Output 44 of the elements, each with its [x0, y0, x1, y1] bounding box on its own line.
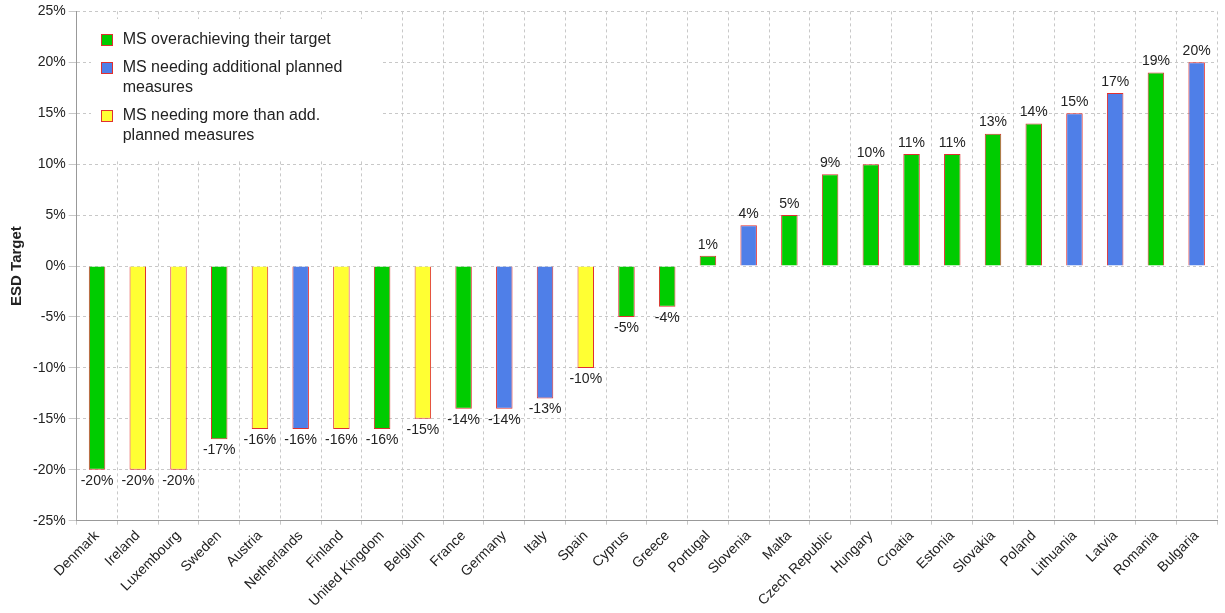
data-label: -13% [528, 400, 562, 417]
data-label: -16% [284, 430, 318, 447]
data-label: 20% [1182, 42, 1211, 59]
y-tick-label: -10% [33, 358, 66, 375]
data-label: -15% [406, 420, 440, 437]
y-tick-label: 0% [45, 256, 66, 273]
data-label: 1% [697, 235, 719, 252]
data-label: -20% [121, 471, 155, 488]
y-tick-label: 15% [37, 104, 66, 121]
data-label: 10% [856, 144, 885, 161]
legend-label: MS needing more than add. planned measures [122, 105, 322, 146]
data-label: -17% [202, 441, 236, 458]
data-label: -16% [365, 430, 399, 447]
y-axis-title: ESD Target [7, 226, 25, 306]
y-tick-label: -15% [33, 409, 66, 426]
data-label: 5% [779, 194, 800, 211]
y-tick-label: 10% [37, 155, 66, 172]
data-label: 15% [1060, 93, 1089, 110]
data-label: 13% [978, 113, 1008, 130]
data-label: -4% [654, 308, 680, 325]
data-label: -16% [243, 430, 277, 447]
data-label: 9% [819, 154, 841, 171]
data-label: 19% [1141, 52, 1170, 69]
data-label: -14% [487, 410, 521, 427]
data-label: -10% [569, 369, 603, 386]
data-label: -14% [447, 410, 480, 427]
y-tick-label: -5% [40, 307, 66, 324]
data-label: -20% [80, 471, 114, 488]
data-label: 11% [938, 133, 966, 150]
y-tick-label: -20% [33, 460, 66, 477]
legend-label: MS overachieving their target [122, 29, 331, 50]
data-label: -5% [614, 318, 639, 335]
data-label: -16% [325, 430, 358, 447]
y-tick-label: 20% [37, 53, 66, 70]
y-tick-label: 5% [45, 205, 66, 222]
y-tick-label: 25% [37, 2, 66, 19]
data-label: 11% [898, 133, 926, 150]
data-label: 17% [1101, 72, 1130, 89]
data-label: 4% [738, 205, 759, 222]
x-tick-label: Italy [520, 527, 550, 557]
data-label: 14% [1019, 103, 1048, 120]
data-label: -20% [162, 471, 195, 488]
legend-label: MS needing additional planned measures [122, 57, 344, 98]
y-tick-label: -25% [33, 511, 66, 528]
